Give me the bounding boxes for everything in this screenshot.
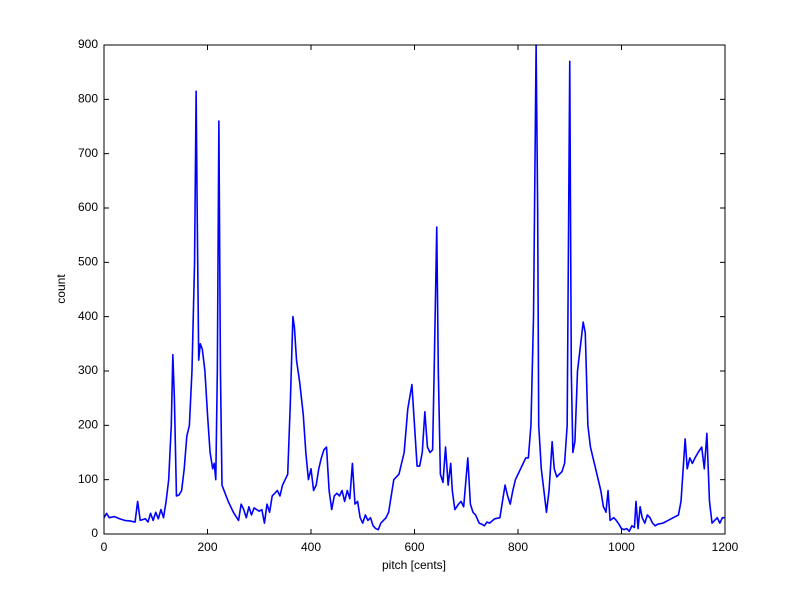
y-tick-label: 400 bbox=[78, 309, 98, 323]
y-tick-label: 100 bbox=[78, 472, 98, 486]
x-tick-label: 200 bbox=[197, 540, 217, 554]
y-tick-label: 200 bbox=[78, 418, 98, 432]
y-axis-label: count bbox=[54, 274, 68, 304]
x-tick-label: 1200 bbox=[712, 540, 739, 554]
x-tick-label: 1000 bbox=[608, 540, 635, 554]
y-tick-label: 700 bbox=[78, 146, 98, 160]
x-tick-label: 400 bbox=[301, 540, 321, 554]
y-tick-label: 300 bbox=[78, 363, 98, 377]
y-tick-label: 600 bbox=[78, 200, 98, 214]
y-tick-label: 900 bbox=[78, 37, 98, 51]
y-tick-label: 800 bbox=[78, 92, 98, 106]
y-tick-label: 0 bbox=[91, 526, 98, 540]
x-tick-label: 600 bbox=[404, 540, 424, 554]
x-axis-label: pitch [cents] bbox=[382, 558, 446, 572]
x-tick-label: 800 bbox=[508, 540, 528, 554]
y-tick-label: 500 bbox=[78, 255, 98, 269]
x-tick-label: 0 bbox=[101, 540, 108, 554]
data-line bbox=[103, 44, 725, 533]
